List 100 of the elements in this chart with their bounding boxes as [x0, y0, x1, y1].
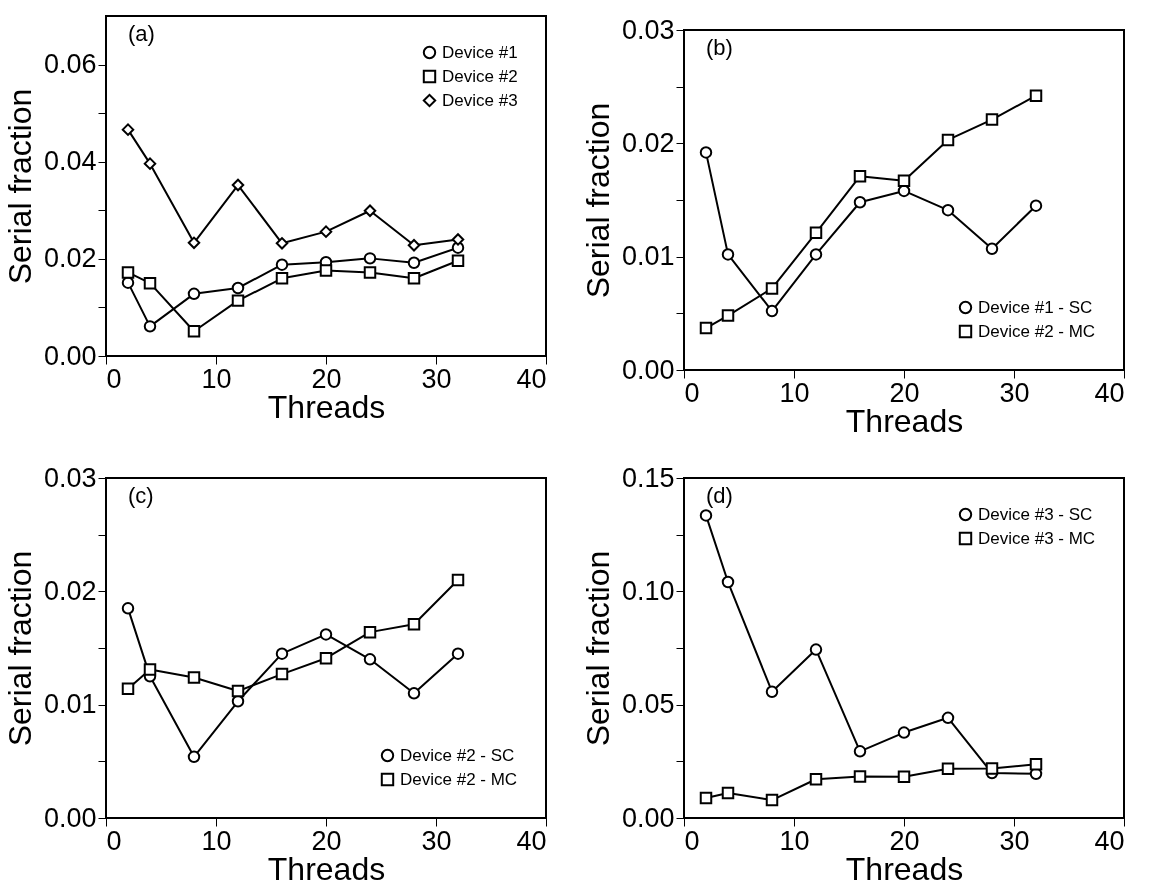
- y-tick-label: 0.02: [43, 243, 97, 274]
- point: [143, 320, 157, 333]
- point: [1029, 199, 1043, 212]
- point: [407, 687, 421, 700]
- legend-label: Device #2: [442, 66, 518, 86]
- point: [809, 773, 823, 786]
- point: [231, 178, 245, 192]
- point: [319, 628, 333, 641]
- x-tick-label: 30: [999, 377, 1030, 408]
- point: [941, 762, 955, 776]
- annotation: (a): [128, 21, 155, 46]
- x-tick-label: 40: [516, 363, 547, 394]
- y-tick-label: 0.01: [621, 241, 675, 272]
- point: [231, 294, 245, 307]
- point: [941, 711, 955, 725]
- y-axis-title: Serial fraction: [579, 102, 616, 299]
- point: [721, 309, 735, 322]
- y-tick-label: 0.02: [621, 127, 675, 158]
- y-tick-label: 0.01: [43, 689, 97, 720]
- point: [363, 266, 377, 279]
- x-tick-label: 10: [201, 363, 232, 394]
- point: [985, 762, 999, 775]
- point: [143, 157, 157, 170]
- point: [451, 233, 465, 246]
- legend-label: Device #3: [442, 90, 518, 110]
- x-tick-label: 30: [999, 825, 1030, 856]
- point: [897, 174, 911, 187]
- point: [941, 203, 955, 217]
- point: [231, 684, 245, 698]
- point: [187, 671, 201, 684]
- point: [231, 695, 245, 708]
- x-tick-label: 0: [106, 363, 122, 394]
- point: [275, 272, 289, 285]
- point: [121, 682, 135, 696]
- point: [765, 685, 779, 698]
- point: [985, 242, 999, 255]
- y-axis-title: Serial fraction: [1, 550, 38, 747]
- x-tick-label: 10: [779, 377, 810, 408]
- point: [407, 272, 421, 285]
- point: [1029, 758, 1043, 771]
- point: [853, 770, 867, 783]
- y-tick-label: 0.00: [43, 802, 97, 833]
- point: [451, 573, 465, 587]
- annotation: (d): [706, 483, 733, 508]
- point: [121, 602, 135, 615]
- point: [941, 133, 955, 147]
- annotation: (b): [706, 35, 733, 60]
- point: [407, 617, 421, 631]
- point: [721, 786, 735, 800]
- point: [765, 304, 779, 318]
- point: [1029, 89, 1043, 102]
- point: [143, 663, 157, 676]
- y-tick-label: 0.15: [621, 462, 675, 493]
- point: [187, 324, 201, 338]
- point: [853, 196, 867, 209]
- x-tick-label: 0: [106, 825, 122, 856]
- y-tick-label: 0.02: [43, 575, 97, 606]
- y-tick-label: 0.03: [621, 14, 675, 45]
- point: [451, 254, 465, 268]
- point: [765, 282, 779, 295]
- y-tick-label: 0.04: [43, 146, 97, 177]
- point: [275, 258, 289, 271]
- y-tick-label: 0.10: [621, 575, 675, 606]
- point: [363, 653, 377, 666]
- point: [187, 750, 201, 764]
- point: [765, 793, 779, 807]
- x-tick-label: 30: [421, 825, 452, 856]
- y-axis-title: Serial fraction: [579, 550, 616, 747]
- y-tick-label: 0.05: [621, 689, 675, 720]
- x-tick-label: 0: [684, 377, 700, 408]
- point: [809, 248, 823, 261]
- x-tick-label: 10: [779, 825, 810, 856]
- legend-label: Device #3 - SC: [978, 504, 1093, 524]
- point: [853, 745, 867, 758]
- x-tick-label: 30: [421, 363, 452, 394]
- point: [699, 146, 713, 159]
- point: [853, 169, 867, 183]
- point: [187, 287, 201, 301]
- point: [897, 770, 911, 783]
- point: [319, 651, 333, 665]
- point: [231, 281, 245, 295]
- x-tick-label: 0: [684, 825, 700, 856]
- point: [451, 647, 465, 660]
- x-tick-label: 40: [1094, 825, 1125, 856]
- y-tick-label: 0.00: [621, 354, 675, 385]
- legend-label: Device #1 - SC: [978, 297, 1093, 317]
- x-tick-label: 10: [201, 825, 232, 856]
- legend-label: Device #1: [442, 42, 518, 62]
- x-tick-label: 40: [516, 825, 547, 856]
- point: [407, 256, 421, 269]
- annotation: (c): [128, 483, 154, 508]
- point: [319, 225, 333, 238]
- point: [275, 667, 289, 681]
- x-tick-label: 40: [1094, 377, 1125, 408]
- point: [363, 204, 377, 218]
- legend-label: Device #2 - MC: [978, 321, 1096, 341]
- point: [275, 647, 289, 660]
- point: [809, 643, 823, 656]
- point: [985, 113, 999, 126]
- point: [721, 575, 735, 589]
